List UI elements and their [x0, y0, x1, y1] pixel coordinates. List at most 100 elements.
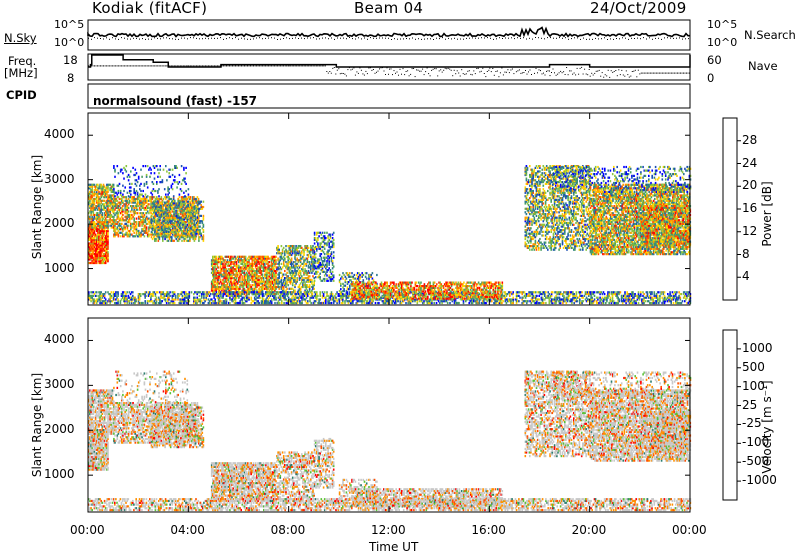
search-noise-dot	[157, 38, 158, 39]
sky-noise-line	[88, 28, 690, 37]
power-cell	[346, 278, 348, 280]
nave-dot	[332, 68, 333, 69]
nave-dot	[608, 70, 609, 71]
power-cell	[313, 265, 315, 267]
power-cell	[220, 279, 222, 281]
power-cell	[120, 235, 122, 237]
search-noise-dot	[652, 39, 653, 40]
power-cell	[156, 220, 158, 222]
search-noise-dot	[127, 39, 128, 40]
nave-dot	[452, 75, 453, 76]
nave-dot	[492, 68, 493, 69]
nave-dot	[648, 73, 649, 74]
power-cell	[345, 285, 347, 287]
nave-dot	[144, 65, 145, 66]
power-cell	[130, 194, 132, 196]
search-noise-dot	[385, 38, 386, 39]
nave-dot	[509, 72, 510, 73]
nave-dot	[331, 73, 332, 74]
nave-dot	[180, 65, 181, 66]
nave-dot	[460, 76, 461, 77]
nave-dot	[454, 70, 455, 71]
nave-dot	[280, 65, 281, 66]
power-cell	[326, 274, 328, 276]
nave-dot	[487, 71, 488, 72]
search-noise-dot	[667, 37, 668, 38]
search-noise-dot	[424, 39, 425, 40]
nave-dot	[409, 75, 410, 76]
power-cell	[308, 247, 310, 249]
search-noise-dot	[439, 38, 440, 39]
nave-dot	[644, 73, 645, 74]
power-cell	[339, 274, 341, 276]
nave-dot	[563, 71, 564, 72]
nave-dot	[557, 74, 558, 75]
search-noise-dot	[307, 38, 308, 39]
power-cell	[275, 259, 277, 261]
search-noise-dot	[631, 38, 632, 39]
nave-dot	[172, 65, 173, 66]
power-cell	[203, 229, 205, 231]
nave-dot	[343, 73, 344, 74]
nave-dot	[551, 72, 552, 73]
search-noise-dot	[130, 39, 131, 40]
power-cell	[148, 203, 150, 205]
nave-dot	[562, 72, 563, 73]
power-cell	[318, 258, 320, 260]
nave-dot	[472, 74, 473, 75]
power-cell	[113, 165, 115, 167]
nave-dot	[543, 73, 544, 74]
nave-dot	[410, 74, 411, 75]
nave-dot	[283, 65, 284, 66]
power-cell	[118, 172, 120, 174]
power-cell	[314, 242, 316, 244]
nave-dot	[389, 69, 390, 70]
nave-dot	[375, 73, 376, 74]
search-noise-dot	[589, 39, 590, 40]
search-noise-dot	[529, 38, 530, 39]
nave-dot	[114, 65, 115, 66]
nave-dot	[106, 65, 107, 66]
nave-dot	[602, 72, 603, 73]
nave-dot	[651, 73, 652, 74]
nave-dot	[688, 73, 689, 74]
nave-dot	[513, 73, 514, 74]
power-cell	[147, 165, 149, 167]
nave-dot	[653, 73, 654, 74]
nave-dot	[376, 72, 377, 73]
nave-dot	[641, 73, 642, 74]
nave-dot	[371, 70, 372, 71]
power-cell	[278, 249, 280, 251]
nave-dot	[494, 75, 495, 76]
nave-dot	[97, 65, 98, 66]
search-noise-dot	[247, 39, 248, 40]
nave-dot	[365, 71, 366, 72]
power-cell	[194, 201, 196, 203]
power-cell	[138, 176, 140, 178]
power-cell	[158, 195, 160, 197]
power-cell	[179, 181, 181, 183]
nave-dot	[387, 67, 388, 68]
power-cell	[174, 200, 176, 202]
power-cell	[162, 179, 164, 181]
search-noise-dot	[292, 38, 293, 39]
nave-dot	[665, 73, 666, 74]
nave-dot	[497, 71, 498, 72]
search-noise-dot	[562, 38, 563, 39]
nave-dot	[252, 65, 253, 66]
nave-dot	[282, 65, 283, 66]
power-cell	[215, 256, 217, 258]
power-cell	[107, 225, 109, 227]
search-noise-dot	[682, 39, 683, 40]
search-noise-dot	[106, 37, 107, 38]
nave-dot	[249, 65, 250, 66]
search-noise-dot	[181, 38, 182, 39]
power-cell	[351, 272, 353, 274]
nave-dot	[522, 72, 523, 73]
search-noise-dot	[265, 38, 266, 39]
nave-dot	[659, 73, 660, 74]
power-cell	[296, 277, 298, 279]
power-cell	[188, 188, 190, 190]
nave-dot	[449, 69, 450, 70]
nave-dot	[241, 65, 242, 66]
